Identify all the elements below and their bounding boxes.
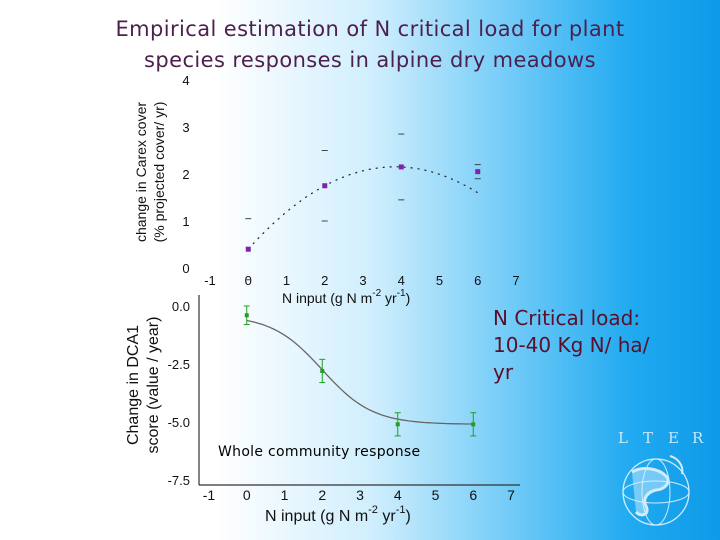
bottom-x-tick-label: 2 xyxy=(318,487,326,503)
top-data-point xyxy=(322,183,328,189)
top-x-tick-label: -1 xyxy=(204,273,216,288)
note-line-3: yr xyxy=(493,360,514,384)
note-line-2: 10-40 Kg N/ ha/ xyxy=(493,333,650,357)
bottom-y-tick-label: 0.0 xyxy=(172,299,190,314)
top-xlabel-close: ) xyxy=(406,290,411,306)
bottom-x-tick-label: 0 xyxy=(243,487,251,503)
top-y-tick-label: 4 xyxy=(182,73,189,88)
bottom-xlabel-sup2: -1 xyxy=(396,504,406,516)
title-line-2: species responses in alpine dry meadows xyxy=(144,48,596,72)
top-fit-curve xyxy=(247,166,479,250)
lter-letter-t: T xyxy=(643,429,653,447)
bottom-x-tick-label: 3 xyxy=(356,487,364,503)
globe-icon xyxy=(622,455,690,526)
top-xlabel-main: N input (g N m xyxy=(282,290,372,306)
bottom-y-tick-label: -7.5 xyxy=(168,473,190,488)
top-y-tick-label: 1 xyxy=(182,214,189,229)
bottom-x-tick-labels: -1 0 1 2 3 4 5 6 7 xyxy=(203,487,515,503)
bottom-y-tick-labels: 0.0 -2.5 -5.0 -7.5 xyxy=(168,299,190,488)
bottom-fit-curve xyxy=(246,319,474,425)
top-x-tick-label: 5 xyxy=(436,273,443,288)
bottom-xlabel-yr: yr xyxy=(378,508,396,525)
top-panel: change in Carex cover (% projected cover… xyxy=(133,73,520,306)
lter-letter-e: E xyxy=(668,429,679,447)
bottom-x-tick-label: 6 xyxy=(469,487,477,503)
top-x-tick-label: 1 xyxy=(283,273,290,288)
top-ylabel-line2: (% projected cover/ yr) xyxy=(151,102,167,243)
note-line-1: N Critical load: xyxy=(493,306,641,330)
top-ylabel-line1: change in Carex cover xyxy=(133,102,149,242)
bottom-xlabel-close: ) xyxy=(405,508,410,525)
top-y-tick-labels: 0 1 2 3 4 xyxy=(182,73,189,276)
bottom-ylabel-line1: Change in DCA1 xyxy=(125,325,142,445)
top-x-tick-labels: -1 0 1 2 3 4 5 6 7 xyxy=(204,273,519,288)
top-x-tick-label: 2 xyxy=(321,273,328,288)
bottom-x-tick-label: 4 xyxy=(394,487,402,503)
top-x-tick-label: 4 xyxy=(398,273,405,288)
top-xlabel-yr: yr xyxy=(381,290,397,306)
lter-letter-r: R xyxy=(692,429,704,447)
top-series xyxy=(245,133,481,281)
top-y-tick-label: 3 xyxy=(182,120,189,135)
top-xlabel-sup1: -2 xyxy=(372,288,381,299)
bottom-x-tick-label: 5 xyxy=(432,487,440,503)
top-data-point xyxy=(245,246,251,252)
top-y-tick-label: 2 xyxy=(182,167,189,182)
bottom-ylabel-line2: score (value / year) xyxy=(145,317,162,454)
bottom-y-tick-label: -2.5 xyxy=(168,357,190,372)
top-xlabel: N input (g N m-2 yr-1) xyxy=(282,288,410,306)
critical-load-note: N Critical load: 10-40 Kg N/ ha/ yr xyxy=(493,305,708,386)
bottom-x-tick-label: 7 xyxy=(507,487,515,503)
slide-title: Empirical estimation of N critical load … xyxy=(0,14,720,76)
whole-community-annotation: Whole community response xyxy=(218,444,421,460)
top-x-tick-label: 7 xyxy=(512,273,519,288)
top-x-tick-label: 3 xyxy=(359,273,366,288)
top-data-point xyxy=(475,169,481,175)
lter-letter-l: L xyxy=(618,429,628,447)
bottom-y-tick-label: -5.0 xyxy=(168,415,190,430)
top-x-tick-label: 0 xyxy=(245,273,252,288)
title-line-1: Empirical estimation of N critical load … xyxy=(115,17,625,41)
bottom-x-tick-label: -1 xyxy=(203,487,216,503)
top-data-point xyxy=(398,164,404,170)
top-x-tick-label: 6 xyxy=(474,273,481,288)
bottom-series xyxy=(243,305,477,437)
bottom-data-point xyxy=(320,368,325,373)
lter-logo: L T E R xyxy=(618,429,704,526)
bottom-xlabel: N input (g N m-2 yr-1) xyxy=(265,504,411,525)
bottom-data-point xyxy=(471,422,476,427)
bottom-x-tick-label: 1 xyxy=(281,487,289,503)
bottom-xlabel-sup1: -2 xyxy=(368,504,378,516)
bottom-panel: Change in DCA1 score (value / year) 0.0 -… xyxy=(125,295,520,525)
bottom-xlabel-main: N input (g N m xyxy=(265,508,368,525)
top-xlabel-sup2: -1 xyxy=(397,288,406,299)
top-y-tick-label: 0 xyxy=(182,261,189,276)
bottom-data-point xyxy=(244,313,249,318)
bottom-data-point xyxy=(395,422,400,427)
